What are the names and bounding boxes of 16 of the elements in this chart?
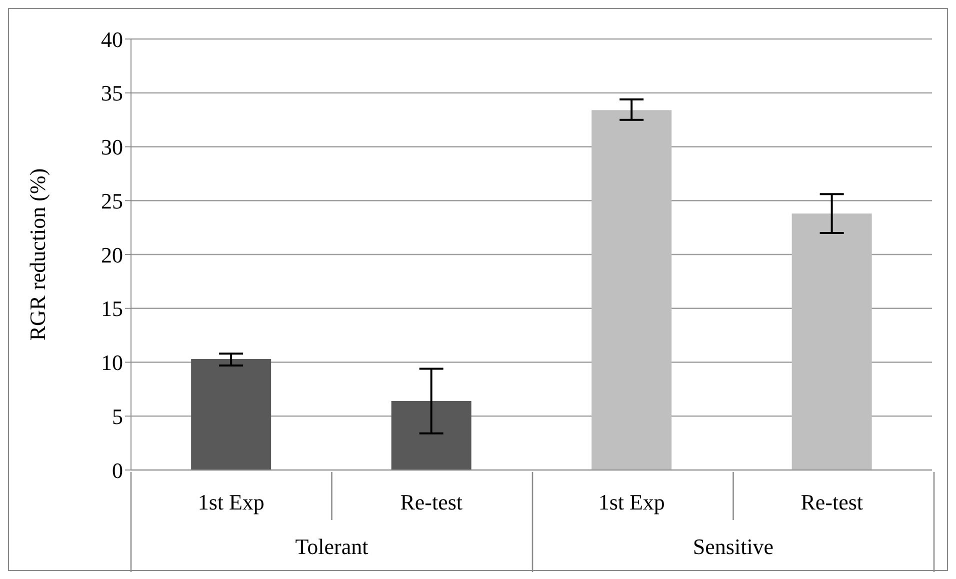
text: Sensitive [692,534,775,560]
x-tick-label: Re-test [400,490,463,515]
y-tick-label: 0 [112,458,123,483]
y-tick-label: 10 [101,350,123,376]
y-tick-label: 25 [101,188,123,214]
x-tick-label: 1st Exp [198,490,264,515]
y-tick-label: 20 [101,242,123,268]
y-tick-label: 15 [101,296,123,322]
y-tick-label: 5 [112,404,123,429]
y-tick-label: 30 [101,134,123,160]
y-axis-title: RGR reduction (%) [24,168,50,341]
y-tick-label: 40 [101,26,123,52]
y-tick-label: 35 [101,80,123,106]
x-tick-label: Re-test [800,490,864,515]
text: Tolerant [294,534,370,560]
x-tick-label: 1st Exp [598,490,665,515]
